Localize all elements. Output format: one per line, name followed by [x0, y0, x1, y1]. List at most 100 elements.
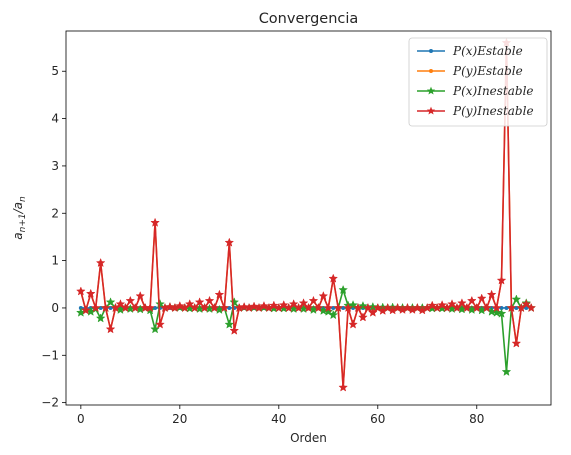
- data-point: [392, 302, 403, 313]
- data-point: [308, 295, 319, 305]
- x-tick-label: 40: [271, 412, 286, 426]
- data-point: [348, 319, 358, 329]
- data-point: [491, 302, 502, 313]
- data-point: [323, 302, 334, 313]
- data-point: [85, 288, 96, 298]
- y-tick-label: −1: [41, 348, 59, 362]
- data-point: [363, 302, 373, 313]
- data-point: [338, 382, 348, 392]
- data-point: [457, 298, 467, 308]
- legend-item: P(y)Inestable: [417, 104, 534, 118]
- data-point: [402, 302, 413, 313]
- data-point: [521, 299, 532, 309]
- data-point: [80, 305, 91, 315]
- data-point: [95, 257, 106, 268]
- data-point: [313, 302, 324, 313]
- data-point: [288, 299, 299, 309]
- data-point: [76, 286, 86, 296]
- data-point: [298, 298, 309, 308]
- data-point: [491, 307, 502, 317]
- data-point: [125, 295, 136, 305]
- y-tick-label: 0: [51, 301, 59, 315]
- legend-swatch-marker: [426, 86, 436, 95]
- data-point: [338, 284, 348, 295]
- data-point: [229, 325, 240, 335]
- data-point: [323, 306, 334, 316]
- data-point: [318, 291, 329, 301]
- data-point: [150, 217, 160, 227]
- data-point: [328, 273, 339, 283]
- data-point: [466, 295, 477, 305]
- axes-frame: [65, 30, 552, 406]
- legend-item: P(y)Estable: [417, 64, 523, 78]
- data-point: [501, 366, 512, 376]
- data-point: [95, 313, 106, 323]
- x-axis-label: Orden: [290, 431, 327, 445]
- data-point: [174, 300, 185, 311]
- data-point: [526, 302, 537, 313]
- data-point: [412, 302, 423, 313]
- y-tick-label: 1: [51, 254, 59, 268]
- data-point: [194, 297, 205, 307]
- x-tick-label: 80: [469, 412, 484, 426]
- x-tick-label: 20: [172, 412, 187, 426]
- data-point: [115, 299, 126, 309]
- data-point: [155, 299, 165, 309]
- data-point: [328, 309, 339, 320]
- y-tick-label: 5: [51, 64, 59, 78]
- data-point: [204, 295, 215, 305]
- legend: P(x)Estable P(y)Estable P(x)Inestable P(y)I…: [408, 37, 548, 127]
- legend-item: P(x)Estable: [417, 44, 523, 58]
- data-point: [249, 301, 259, 311]
- data-point: [496, 308, 507, 318]
- data-point: [209, 302, 220, 313]
- data-point: [471, 302, 482, 313]
- data-point: [278, 300, 289, 310]
- data-point: [358, 312, 368, 322]
- data-point: [447, 299, 457, 309]
- data-point: [476, 293, 487, 303]
- y-tick-label: −2: [41, 396, 59, 410]
- data-point: [105, 297, 116, 307]
- data-point: [372, 302, 383, 313]
- data-point: [165, 301, 175, 312]
- series-3: [76, 37, 537, 392]
- data-point: [130, 302, 141, 313]
- legend-swatch-marker: [429, 69, 433, 73]
- legend-box: [408, 37, 548, 127]
- data-point: [333, 302, 344, 313]
- data-point: [224, 319, 235, 329]
- y-tick-label: 3: [51, 159, 59, 173]
- chart-title: Convergencia: [259, 11, 359, 27]
- x-axis: 0 20 40 60 80: [77, 405, 484, 426]
- data-point: [511, 338, 522, 348]
- data-point: [135, 291, 146, 301]
- legend-item: P(x)Inestable: [417, 84, 534, 98]
- plot-area: [65, 30, 552, 406]
- data-point: [353, 302, 363, 313]
- legend-label: P(y)Estable: [452, 64, 523, 78]
- y-axis: −2 −1 0 1 2 3 4 5: [41, 64, 66, 410]
- data-point: [214, 289, 225, 299]
- data-point: [189, 302, 200, 313]
- y-axis-label: an+1/an: [11, 196, 28, 240]
- data-point: [481, 302, 492, 313]
- legend-swatch-marker: [429, 49, 433, 53]
- data-point: [496, 275, 507, 285]
- legend-swatch-marker: [426, 106, 436, 115]
- data-point: [348, 300, 358, 310]
- data-point: [486, 289, 497, 299]
- data-point: [199, 302, 210, 313]
- data-point: [269, 300, 279, 310]
- data-point: [511, 294, 522, 304]
- data-point: [224, 237, 235, 247]
- series-layer: [76, 37, 537, 392]
- data-point: [259, 300, 269, 311]
- y-tick-label: 4: [51, 112, 59, 126]
- data-point: [229, 297, 240, 307]
- legend-label: P(x)Estable: [452, 44, 523, 58]
- data-point: [427, 300, 438, 310]
- data-point: [343, 302, 353, 313]
- data-point: [506, 302, 517, 313]
